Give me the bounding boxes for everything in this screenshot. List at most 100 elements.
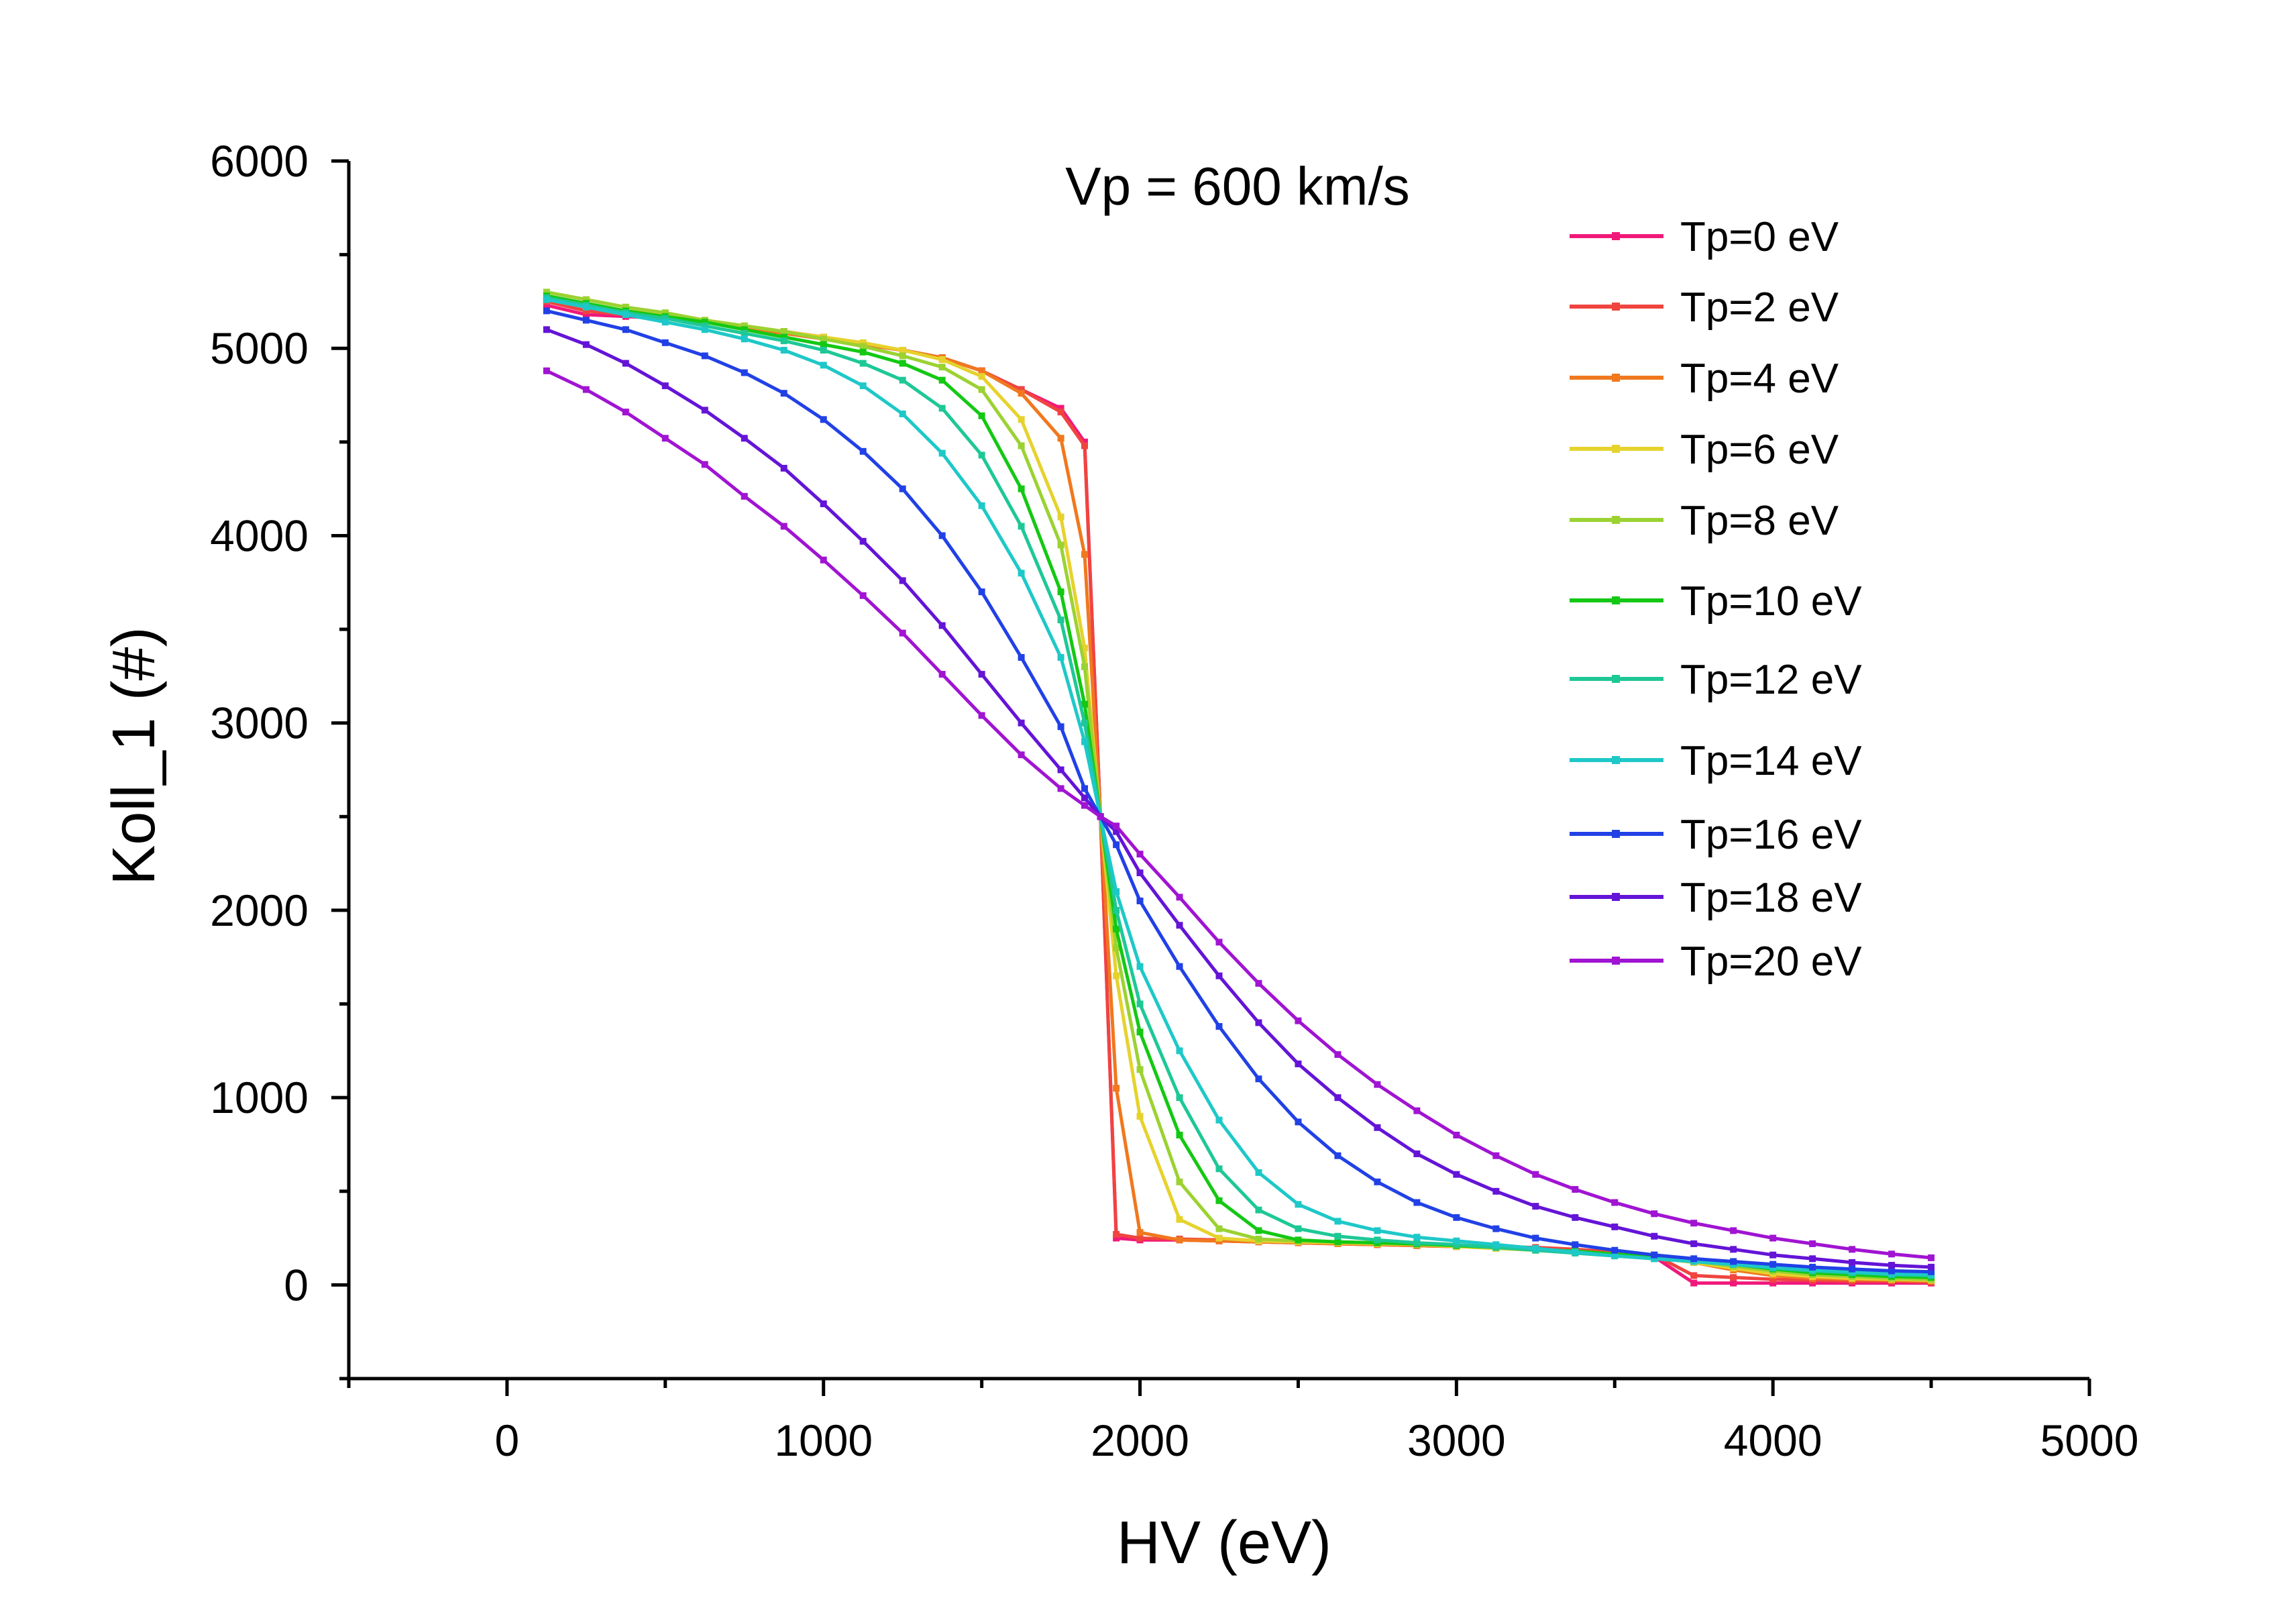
data-point — [1215, 1116, 1223, 1124]
data-point — [1730, 1258, 1737, 1265]
data-point — [1136, 897, 1144, 904]
data-point — [978, 502, 985, 509]
legend-label: Tp=18 eV — [1680, 875, 1862, 921]
data-point — [1215, 1225, 1223, 1232]
data-point — [622, 311, 629, 318]
chart-title: Vp = 600 km/s — [1065, 156, 1410, 216]
data-point — [859, 339, 867, 346]
data-point — [661, 309, 669, 317]
data-point — [1081, 785, 1088, 792]
data-point — [1113, 888, 1120, 895]
data-point — [1081, 663, 1088, 670]
x-axis-label: HV (eV) — [1117, 1509, 1331, 1576]
data-point — [661, 382, 669, 390]
legend-swatch-marker — [1612, 830, 1620, 838]
data-point — [1572, 1185, 1579, 1193]
data-point — [1113, 1085, 1120, 1092]
data-point — [741, 322, 748, 329]
legend-item: Tp=14 eV — [1570, 738, 1862, 784]
data-point — [1413, 1234, 1421, 1241]
data-point — [978, 386, 985, 393]
series-group — [543, 326, 1935, 1271]
data-point — [1113, 1234, 1120, 1242]
x-tick-label: 3000 — [1407, 1415, 1506, 1465]
data-point — [543, 307, 550, 315]
data-point — [1081, 719, 1088, 727]
legend-swatch-marker — [1612, 516, 1620, 524]
data-point — [978, 588, 985, 596]
data-point — [1928, 1268, 1935, 1275]
legend-item: Tp=20 eV — [1570, 939, 1862, 985]
x-tick-label: 1000 — [774, 1415, 873, 1465]
data-point — [1492, 1187, 1500, 1195]
data-point — [1176, 1236, 1183, 1244]
data-point — [899, 485, 906, 492]
data-point — [1849, 1259, 1856, 1266]
legend: Tp=0 eV Tp=2 eV Tp=4 eV Tp=6 eV Tp=8 eV Tp=10… — [1570, 214, 1862, 985]
data-point — [1057, 723, 1064, 731]
legend-swatch-marker — [1612, 445, 1620, 453]
data-point — [622, 360, 629, 367]
data-point — [978, 451, 985, 459]
data-point — [938, 376, 946, 384]
data-point — [1018, 570, 1025, 577]
legend-label: Tp=10 eV — [1680, 578, 1862, 625]
data-point — [1018, 485, 1025, 492]
data-point — [1611, 1252, 1619, 1260]
data-point — [1057, 513, 1064, 521]
data-point — [741, 335, 748, 343]
data-point — [1769, 1279, 1777, 1287]
data-point — [859, 348, 867, 356]
x-tick-label: 5000 — [2040, 1415, 2139, 1465]
data-point — [1255, 1227, 1262, 1234]
data-point — [1809, 1263, 1816, 1271]
data-point — [1255, 1169, 1262, 1176]
legend-swatch-marker — [1612, 303, 1620, 311]
data-point — [1255, 1235, 1262, 1242]
data-point — [1295, 1060, 1302, 1067]
legend-item: Tp=4 eV — [1570, 356, 1839, 402]
data-point — [1113, 972, 1120, 979]
data-point — [1730, 1274, 1737, 1281]
data-point — [1651, 1232, 1658, 1240]
data-point — [1136, 851, 1144, 858]
data-point — [1081, 794, 1088, 802]
data-point — [701, 322, 708, 329]
data-point — [1113, 822, 1120, 830]
data-point — [1113, 925, 1120, 932]
data-point — [1081, 738, 1088, 745]
data-point — [1018, 653, 1025, 661]
data-point — [1215, 939, 1223, 946]
y-tick-label: 1000 — [210, 1073, 309, 1122]
data-point — [1215, 1165, 1223, 1173]
data-point — [1334, 1094, 1342, 1102]
data-point — [899, 577, 906, 584]
data-point — [1849, 1265, 1856, 1273]
data-point — [1651, 1255, 1658, 1263]
data-point — [938, 405, 946, 412]
data-point — [622, 409, 629, 416]
data-point — [1690, 1240, 1698, 1247]
data-point — [582, 386, 590, 393]
series-line — [546, 309, 1932, 1274]
data-point — [582, 303, 590, 311]
legend-swatch-marker — [1612, 893, 1620, 901]
data-point — [899, 352, 906, 360]
data-point — [1057, 785, 1064, 792]
data-point — [1057, 653, 1064, 661]
data-point — [1374, 1236, 1381, 1244]
data-point — [1532, 1171, 1539, 1178]
data-point — [1215, 972, 1223, 979]
data-point — [1295, 1236, 1302, 1244]
data-point — [1492, 1152, 1500, 1159]
y-tick-label: 0 — [284, 1260, 309, 1309]
data-point — [1690, 1220, 1698, 1227]
data-point — [701, 319, 708, 326]
legend-item: Tp=18 eV — [1570, 875, 1862, 921]
data-point — [1690, 1272, 1698, 1279]
legend-item: Tp=12 eV — [1570, 657, 1862, 703]
data-point — [1018, 390, 1025, 397]
data-point — [661, 339, 669, 346]
data-point — [1611, 1223, 1619, 1230]
